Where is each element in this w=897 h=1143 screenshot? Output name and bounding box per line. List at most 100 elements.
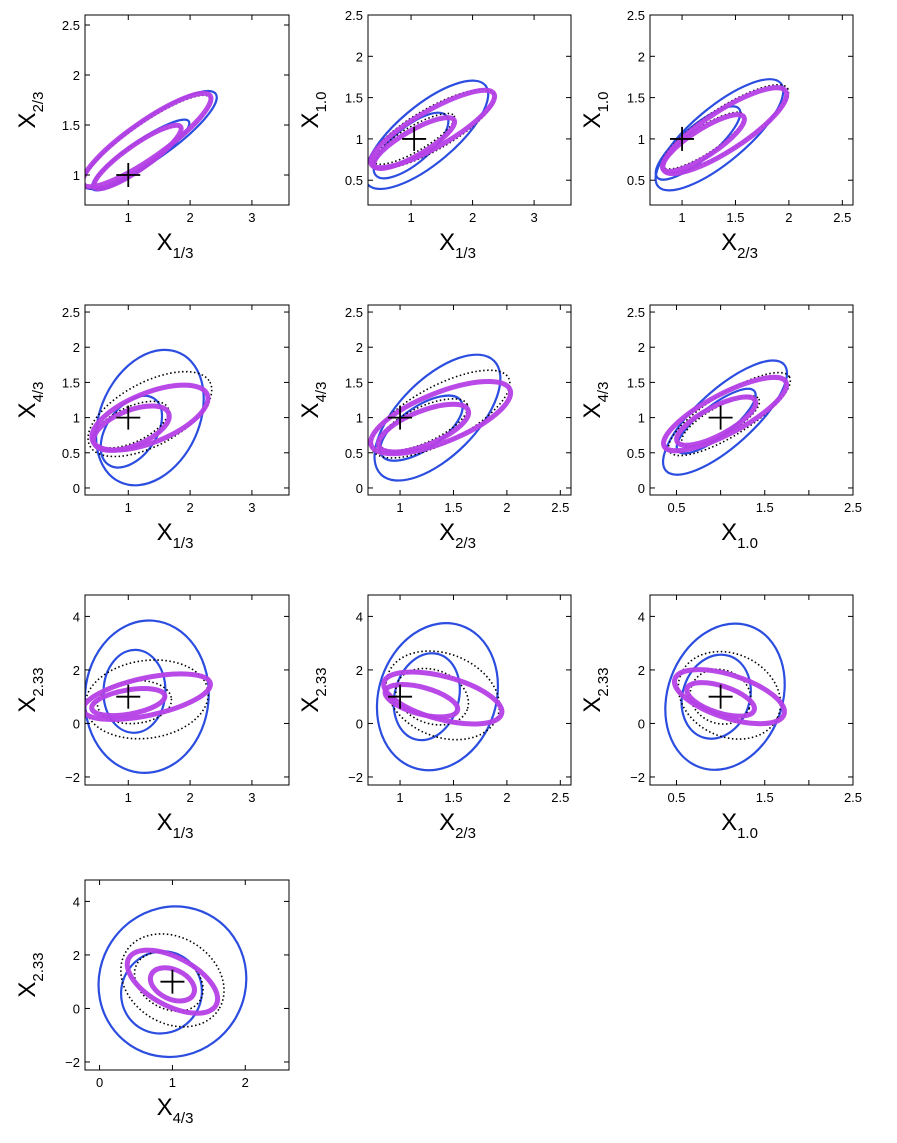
y-tick-label: 1 [638,411,645,426]
axes-frame [649,304,854,496]
magenta-contour [89,686,168,719]
x-tick-label: 1 [169,1075,176,1090]
x-tick-label: 2 [186,210,193,225]
dotted-contour [87,370,213,458]
plot-area [97,905,248,1059]
y-tick-label: 0 [73,716,80,731]
y-axis-label: X2.33 [14,667,47,712]
y-axis-label: X1.0 [579,92,612,129]
blue-contour [680,653,752,740]
blue-contour [97,905,248,1059]
axes-frame [84,14,290,206]
y-tick-label: −2 [348,770,363,785]
plot-area [85,89,218,192]
y-axis-label: X2.33 [297,667,330,712]
y-tick-label: 1.5 [627,375,645,390]
magenta-contour [381,669,505,727]
x-axis-label: X2/3 [721,229,758,262]
y-tick-label: 0.5 [62,446,80,461]
y-tick-label: 4 [356,609,363,624]
x-tick-label: 1 [125,790,132,805]
x-tick-label: 3 [530,210,537,225]
y-tick-label: 2 [73,340,80,355]
y-tick-label: 0.5 [627,446,645,461]
x-tick-label: 0.5 [667,500,685,515]
y-tick-label: 1.5 [62,375,80,390]
x-tick-label: 2 [503,500,510,515]
x-tick-label: 1.5 [756,500,774,515]
y-axis-label: X1.0 [297,92,330,129]
y-tick-label: −2 [65,1055,80,1070]
x-tick-label: 2 [785,210,792,225]
x-tick-label: 1.5 [444,500,462,515]
y-tick-label: 0.5 [345,173,363,188]
magenta-contour [85,671,213,722]
x-axis-label: X1.0 [721,809,758,842]
magenta-contour [671,667,787,727]
y-tick-label: 2 [638,340,645,355]
axes-frame [84,879,290,1071]
dotted-contour [667,371,792,457]
axes-frame [84,594,290,786]
y-tick-label: 2.5 [345,8,363,23]
y-axis-label: X4/3 [297,382,330,419]
blue-contour [368,79,490,191]
y-tick-label: 1 [356,132,363,147]
y-tick-label: 1.5 [627,91,645,106]
axes-frame [367,14,572,206]
y-tick-label: 0.5 [627,173,645,188]
panel-9: 0.5 1.5 2.5 −2 0 2 4 X1.0 X2.33 [579,594,862,842]
y-tick-label: 2 [73,663,80,678]
y-tick-label: 0.5 [345,446,363,461]
magenta-contour [368,87,498,171]
plot-area [375,622,505,772]
y-tick-label: 0 [638,481,645,496]
y-tick-label: 2.5 [62,305,80,320]
x-tick-label: 1.5 [726,210,744,225]
y-tick-label: 1.5 [62,118,80,133]
dotted-contour [689,668,752,725]
y-tick-label: 0 [73,481,80,496]
magenta-contour [376,401,472,455]
y-tick-label: 4 [638,609,645,624]
x-tick-label: 2.5 [551,500,569,515]
y-tick-label: 0 [638,716,645,731]
x-tick-label: 1.5 [756,790,774,805]
x-axis-label: X1.0 [721,519,758,552]
magenta-contour [684,680,757,719]
panel-10: 0 1 2 −2 0 2 4 X4/3 X2.33 [14,879,290,1127]
y-tick-label: 2 [356,663,363,678]
dotted-contour [120,933,225,1028]
y-tick-label: 2 [356,340,363,355]
magenta-contour [89,382,211,453]
axes-frame [649,594,854,786]
blue-contour [664,622,786,771]
x-axis-label: X1/3 [157,229,194,262]
dotted-contour [93,400,170,449]
x-tick-label: 1 [407,210,414,225]
y-tick-label: −2 [630,770,645,785]
blue-contour [94,348,205,487]
panel-4: 1 2 3 0 0.5 1 1.5 2 2.5 X1/3 X4/3 [14,304,290,552]
axes-frame [84,304,290,496]
x-tick-label: 1 [396,500,403,515]
blue-contour [661,359,789,476]
x-tick-label: 1 [125,500,132,515]
axes-frame [649,14,854,206]
x-tick-label: 2.5 [844,790,862,805]
magenta-contour [659,112,747,174]
x-tick-label: 2 [186,500,193,515]
blue-contour [654,78,785,192]
y-tick-label: 2.5 [627,305,645,320]
magenta-contour [661,374,790,454]
x-tick-label: 2 [242,1075,249,1090]
y-tick-label: 2.5 [62,18,80,33]
plot-area [87,348,213,487]
panel-8: 1 1.5 2 2.5 −2 0 2 4 X2/3 X2.33 [297,594,572,842]
plot-area [368,79,498,191]
axes-frame [367,304,572,496]
x-axis-label: X1/3 [157,519,194,552]
plot-area [654,78,790,192]
y-axis-label: X4/3 [14,382,47,419]
